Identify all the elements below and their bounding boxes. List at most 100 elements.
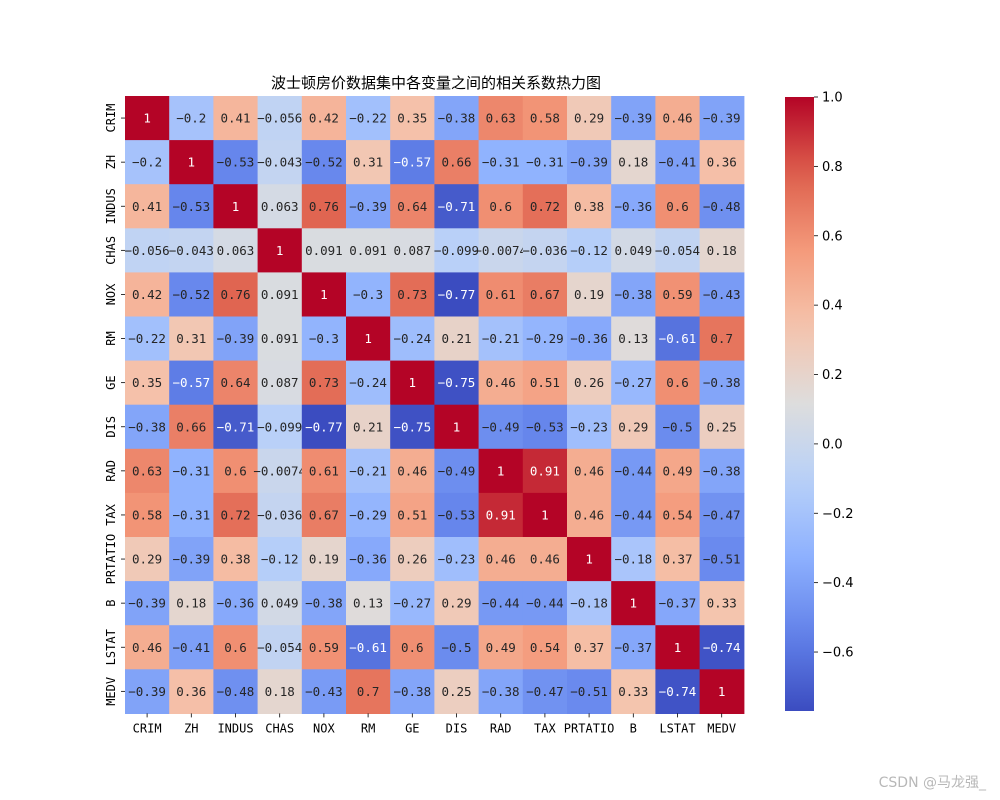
cell-value-label: −0.44 [614,463,652,478]
y-tick-label: LSTAT [104,629,118,665]
y-tick-label: PRTATIO [104,534,118,585]
cell-value-label: −0.099 [257,419,302,434]
cell-value-label: 0.33 [618,684,648,699]
cell-value-label: −0.77 [438,287,476,302]
heatmap-cell [434,669,480,714]
x-tick-label: ZH [184,721,198,735]
cell-value-label: 0.18 [265,684,295,699]
cell-value-label: 0.13 [618,331,648,346]
heatmap-cell [301,96,347,141]
cell-value-label: −0.054 [655,243,700,258]
heatmap-cell [522,316,568,362]
cell-value-label: 0.21 [353,419,383,434]
heatmap-cell [125,360,170,406]
heatmap-cell [125,316,170,362]
cell-value-label: 0.51 [397,507,427,522]
heatmap-cell [257,448,303,494]
heatmap-cell [169,228,214,273]
cell-value-label: −0.39 [172,552,210,567]
cell-value-label: 0.29 [618,419,648,434]
heatmap-cell [301,492,347,538]
cell-value-label: 0.67 [309,507,339,522]
heatmap-cell [434,492,480,538]
cell-value-label: 0.087 [261,375,299,390]
heatmap-cell [655,625,701,670]
heatmap-cell [522,360,568,406]
heatmap-cell [346,228,391,273]
heatmap-cell [346,404,391,450]
heatmap-cell [611,140,656,185]
heatmap-cell [169,669,214,714]
heatmap-cell [346,625,391,670]
cell-value-label: −0.38 [305,596,343,611]
cell-value-label: −0.0074 [474,243,527,258]
cell-value-label: 0.46 [574,507,604,522]
heatmap-cell [478,669,524,714]
cell-value-label: 1 [674,640,682,655]
heatmap-cell [125,581,170,626]
cell-value-label: −0.12 [570,243,608,258]
cell-value-label: −0.22 [128,331,166,346]
heatmap-cell [522,448,568,494]
heatmap-cell [346,492,391,538]
cell-value-label: 0.41 [220,111,250,126]
cell-value-label: −0.18 [614,552,652,567]
x-tick-label: TAX [534,721,556,735]
heatmap-cell [699,448,745,494]
heatmap-cell [567,537,612,582]
cell-value-label: −0.24 [349,375,387,390]
cell-value-label: −0.48 [703,199,741,214]
cell-value-label: 0.26 [397,552,427,567]
heatmap-cell [611,537,656,582]
cell-value-label: −0.44 [614,507,652,522]
cell-value-label: 0.61 [309,463,339,478]
heatmap-cell [169,96,214,141]
cell-value-label: 0.7 [357,684,380,699]
cell-value-label: −0.22 [349,111,387,126]
cell-value-label: 0.6 [401,640,424,655]
cell-value-label: −0.39 [128,684,166,699]
heatmap-cell [522,537,568,582]
y-tick-label: INDUS [104,188,118,224]
cell-value-label: −0.18 [570,596,608,611]
heatmap-cell [655,140,701,185]
heatmap-cells: 1 −0.2 0.41 −0.056 0.42 −0.22 0.35 −0.38 0.63 0.5… [125,96,745,714]
heatmap-cell [213,537,259,582]
heatmap-cell [478,140,524,185]
cell-value-label: 0.41 [132,199,162,214]
cell-value-label: 0.59 [662,287,692,302]
heatmap-cell [567,184,612,229]
heatmap-cell [213,625,259,670]
colorbar: 1.0 0.8 0.6 0.4 0.2 0.0 −0.2 −0.4 −0.6 [785,91,854,711]
heatmap-cell [213,360,259,406]
heatmap-cell [301,228,347,273]
chart-title: 波士顿房价数据集中各变量之间的相关系数热力图 [271,74,601,92]
heatmap-cell [567,228,612,273]
heatmap-cell [611,272,656,318]
heatmap-cell [434,272,480,318]
heatmap-cell [611,581,656,626]
heatmap-cell [169,140,214,185]
heatmap-cell [655,96,701,141]
cell-value-label: −0.51 [570,684,608,699]
cell-value-label: 0.6 [666,375,689,390]
heatmap-cell [169,272,214,318]
cell-value-label: 0.72 [220,507,250,522]
heatmap-cell [213,404,259,450]
heatmap-cell [301,272,347,318]
heatmap-cell [567,140,612,185]
cell-value-label: 0.18 [707,243,737,258]
cell-value-label: −0.23 [570,419,608,434]
cell-value-label: −0.75 [393,419,431,434]
x-tick-label: INDUS [217,721,253,735]
cell-value-label: −0.31 [526,155,564,170]
y-tick-label: CRIM [104,104,118,133]
heatmap-cell [257,140,303,185]
heatmap-cell [699,537,745,582]
heatmap-cell [478,404,524,450]
heatmap-cell [699,184,745,229]
heatmap-cell [390,492,435,538]
cell-value-label: −0.74 [659,684,697,699]
colorbar-tick-label: 0.4 [822,299,843,314]
heatmap-cell [213,140,259,185]
